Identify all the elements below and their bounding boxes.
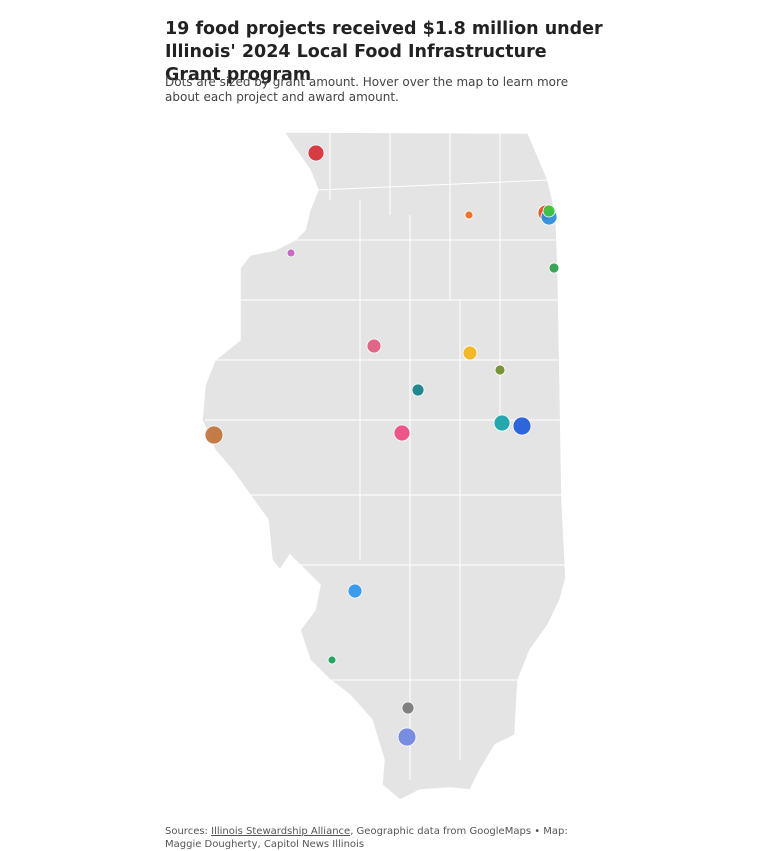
project-dot[interactable] <box>493 414 511 432</box>
project-dot[interactable] <box>411 383 425 397</box>
map[interactable] <box>0 0 768 820</box>
source-note: Sources: Illinois Stewardship Alliance, … <box>165 825 585 851</box>
title: 19 food projects received $1.8 million u… <box>165 19 603 85</box>
project-dot[interactable] <box>366 338 382 354</box>
project-dot[interactable] <box>397 727 417 747</box>
project-dot[interactable] <box>401 701 415 715</box>
source-label: Sources: <box>165 826 208 837</box>
project-dot[interactable] <box>462 345 478 361</box>
project-dot[interactable] <box>494 364 506 376</box>
subtitle: Dots are sized by grant amount. Hover ov… <box>165 75 569 104</box>
project-dot[interactable] <box>347 583 363 599</box>
project-dot[interactable] <box>393 424 411 442</box>
project-dot[interactable] <box>512 416 532 436</box>
project-dots[interactable] <box>204 144 560 747</box>
county-lines <box>205 132 566 780</box>
project-dot[interactable] <box>204 425 224 445</box>
project-dot[interactable] <box>327 655 337 665</box>
source-link[interactable]: Illinois Stewardship Alliance <box>211 826 351 837</box>
project-dot[interactable] <box>464 210 474 220</box>
illinois-outline <box>201 131 567 801</box>
project-dot[interactable] <box>307 144 325 162</box>
project-dot[interactable] <box>286 248 296 258</box>
project-dot[interactable] <box>542 204 556 218</box>
project-dot[interactable] <box>548 262 560 274</box>
